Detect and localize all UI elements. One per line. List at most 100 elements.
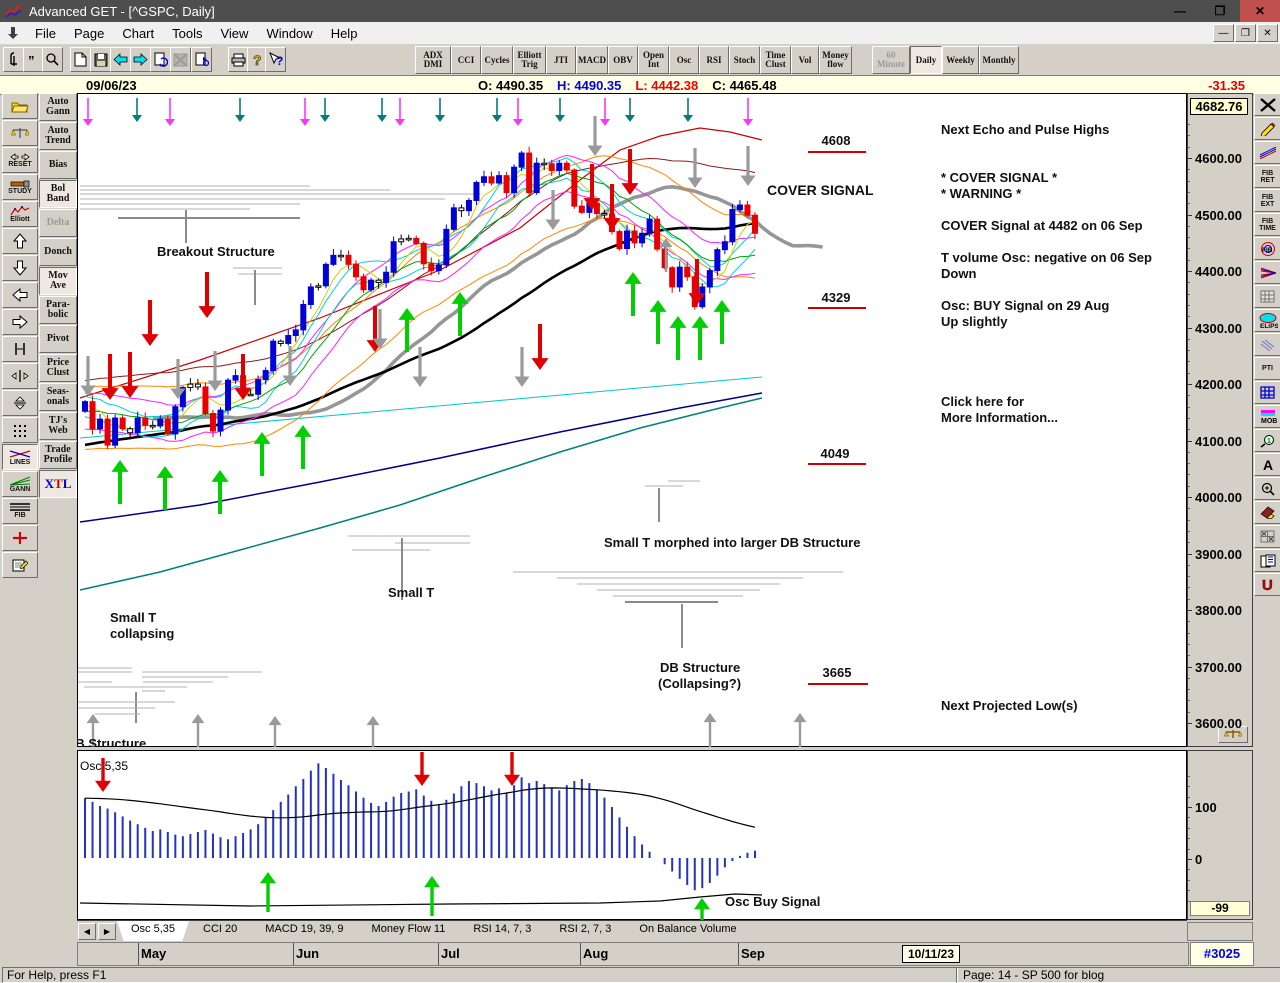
scale-settings-button[interactable] [1218, 726, 1248, 743]
grid-tool-button[interactable] [1254, 285, 1280, 308]
price-axis[interactable]: 4682.76 4600.00 4500.00 4400.00 4300.00 4200… [1187, 93, 1253, 747]
study-money-flow-button[interactable]: Money flow [819, 46, 852, 74]
study-cci-button[interactable]: CCI [451, 46, 481, 74]
angle-lines-button[interactable] [1254, 333, 1280, 356]
back-button[interactable] [110, 47, 131, 72]
reset-button[interactable]: RESET [2, 147, 38, 173]
new-page-button[interactable] [70, 47, 91, 72]
menu-tools[interactable]: Tools [172, 25, 203, 41]
fib-circle-button[interactable]: FIB [1254, 237, 1280, 260]
tool-seasonals-button[interactable]: Seas- onals [39, 383, 77, 411]
tab-rsi-2-7-3[interactable]: RSI 2, 7, 3 [545, 921, 625, 942]
study-elliott-trig-button[interactable]: Elliott Trig [513, 46, 546, 74]
mdi-minimize-button[interactable]: — [1213, 24, 1234, 42]
tab-scroll-right-button[interactable]: ▶ [98, 923, 116, 940]
vertical-scale-button[interactable] [2, 390, 38, 416]
tab-on-balance-volume[interactable]: On Balance Volume [625, 921, 750, 942]
menu-window[interactable]: Window [266, 25, 313, 41]
tool-autogann-button[interactable]: Auto Gann [39, 93, 77, 121]
elliott-button[interactable]: Elliott [2, 201, 38, 227]
timeframe-weekly-button[interactable]: Weekly [942, 46, 979, 74]
close-button[interactable]: ✕ [1240, 0, 1280, 22]
quotes-button[interactable]: ” [23, 47, 44, 72]
save-button[interactable] [90, 47, 111, 72]
tool-bias-button[interactable]: Bias [39, 151, 77, 179]
ellipse-tool-button[interactable]: ELiPS [1254, 309, 1280, 332]
text-tool-button[interactable]: A [1254, 453, 1280, 476]
menu-chart[interactable]: Chart [122, 25, 155, 41]
tool-donch-button[interactable]: Donch [39, 238, 77, 266]
mdi-close-button[interactable]: ✕ [1257, 24, 1278, 42]
menu-page[interactable]: Page [73, 25, 105, 41]
price-chart[interactable]: 4608 4329 4049 3665 Breakout Structure COVER … [77, 93, 1187, 747]
study-vol-button[interactable]: Vol [791, 46, 819, 74]
tab-rsi-14-7-3[interactable]: RSI 14, 7, 3 [459, 921, 545, 942]
menu-file[interactable]: File [35, 25, 56, 41]
delete-drawing-button[interactable] [1254, 93, 1280, 116]
minimize-button[interactable]: — [1160, 0, 1200, 22]
study-adx-dmi-button[interactable]: ADX DMI [415, 46, 451, 74]
scroll-right-button[interactable] [2, 309, 38, 335]
study-time-clust-button[interactable]: Time Clust [760, 46, 791, 74]
oscillator-axis[interactable]: -99 100 0 [1187, 750, 1253, 920]
restore-button[interactable]: ❐ [1200, 0, 1240, 22]
scroll-down-button[interactable] [2, 255, 38, 281]
study-obv-button[interactable]: OBV [608, 46, 638, 74]
copy-study-button[interactable] [1254, 549, 1280, 572]
zoom-in-button[interactable] [1254, 477, 1280, 500]
study-rsi-button[interactable]: RSI [699, 46, 729, 74]
open-chart-button[interactable] [2, 93, 38, 119]
menu-help[interactable]: Help [330, 25, 358, 41]
tool-tradeprofile-button[interactable]: Trade Profile [39, 441, 77, 469]
scroll-left-button[interactable] [2, 282, 38, 308]
time-axis-panel[interactable]: May Jun Jul Aug Sep 10/11/23 [77, 942, 1189, 966]
tab-macd-19-39-9[interactable]: MACD 19, 39, 9 [251, 921, 357, 942]
timeframe-monthly-button[interactable]: Monthly [979, 46, 1019, 74]
page-refresh-button[interactable] [150, 47, 171, 72]
magnet-button[interactable]: U [1254, 573, 1280, 596]
fib-time-button[interactable]: FIB TIME [1254, 213, 1280, 236]
tab-cci-20[interactable]: CCI 20 [189, 921, 251, 942]
scroll-up-button[interactable] [2, 228, 38, 254]
study-cycles-button[interactable]: Cycles [481, 46, 513, 74]
trendlines-button[interactable] [1254, 141, 1280, 164]
eraser-button[interactable] [1254, 501, 1280, 524]
pencil-button[interactable] [1254, 117, 1280, 140]
crosshair-button[interactable] [2, 525, 38, 551]
oscillator-chart[interactable]: Osc 5,35 Osc Buy Signal [77, 750, 1187, 920]
panel-splitter[interactable] [77, 747, 1187, 750]
study-button[interactable]: STUDY [2, 174, 38, 200]
lines-button[interactable]: LINES [2, 444, 38, 470]
context-help-button[interactable]: ? [265, 47, 286, 72]
tab-money-flow-11[interactable]: Money Flow 11 [358, 921, 460, 942]
grid-blue-button[interactable] [1254, 381, 1280, 404]
study-open-int-button[interactable]: Open Int [638, 46, 669, 74]
tool-pivot-button[interactable]: Pivot [39, 325, 77, 353]
scales-button[interactable] [2, 120, 38, 146]
study-macd-button[interactable]: MACD [576, 46, 608, 74]
tool-bolband-button[interactable]: Bol Band [39, 180, 77, 208]
print-button[interactable] [228, 47, 249, 72]
study-jti-button[interactable]: JTI [546, 46, 576, 74]
fib-button[interactable]: FIB [2, 498, 38, 524]
tool-autotrend-button[interactable]: Auto Trend [39, 122, 77, 150]
forward-button[interactable] [130, 47, 151, 72]
tool-tjsweb-button[interactable]: TJ's Web [39, 412, 77, 440]
expand-bars-button[interactable] [2, 363, 38, 389]
gann-button[interactable]: GANN [2, 471, 38, 497]
mob-button[interactable]: MOB [1254, 405, 1280, 428]
fan-lines-button[interactable] [1254, 261, 1280, 284]
timeframe-daily-button[interactable]: Daily [910, 46, 942, 74]
tool-movave-button[interactable]: Mov Ave [39, 267, 77, 295]
grid-delete-button[interactable] [1254, 525, 1280, 548]
tool-parabolic-button[interactable]: Para- bolic [39, 296, 77, 324]
tool-priceclust-button[interactable]: Price Clust [39, 354, 77, 382]
menu-view[interactable]: View [220, 25, 249, 41]
page-settings-button[interactable] [191, 47, 212, 72]
fib-extension-button[interactable]: FIB EXT [1254, 189, 1280, 212]
fib-retracement-button[interactable]: FIB RET [1254, 165, 1280, 188]
grid-button[interactable] [2, 417, 38, 443]
tab-osc-5-35[interactable]: Osc 5,35 [117, 921, 189, 942]
find-bar-button[interactable]: 1 [1254, 429, 1280, 452]
